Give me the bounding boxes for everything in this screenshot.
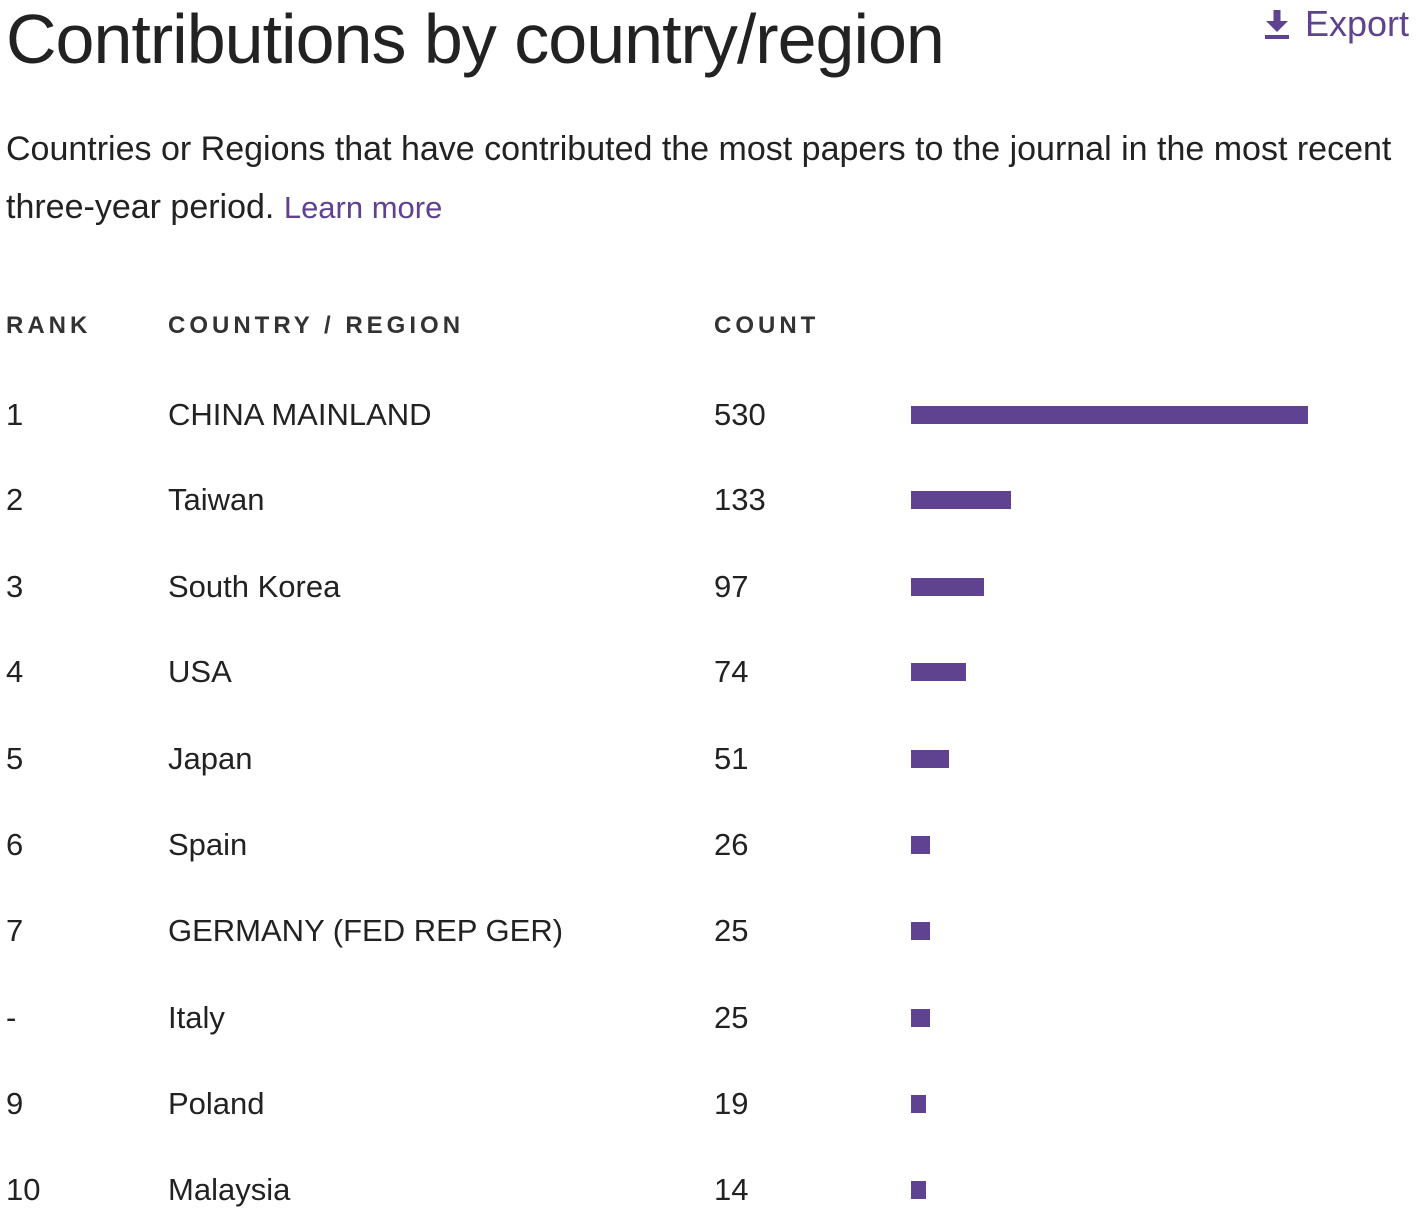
count-bar: [911, 1009, 930, 1027]
count-bar: [911, 750, 949, 768]
rank-cell: -: [6, 1000, 17, 1035]
count-cell: 19: [714, 1086, 749, 1121]
count-cell: 26: [714, 827, 749, 862]
table-row: 7 GERMANY (FED REP GER) 25: [0, 901, 1417, 961]
count-bar: [911, 1181, 926, 1199]
country-cell: Taiwan: [168, 482, 265, 517]
table-row: 3 South Korea 97: [0, 557, 1417, 617]
description-text: Countries or Regions that have contribut…: [6, 130, 1392, 226]
country-cell: USA: [168, 654, 232, 689]
count-bar: [911, 922, 930, 940]
table-row: 1 CHINA MAINLAND 530: [0, 385, 1417, 445]
download-icon: [1263, 8, 1291, 40]
export-button[interactable]: Export: [1263, 4, 1409, 44]
table-row: - Italy 25: [0, 988, 1417, 1048]
rank-cell: 7: [6, 913, 24, 948]
rank-cell: 3: [6, 569, 24, 604]
count-bar: [911, 491, 1011, 509]
rank-cell: 4: [6, 654, 24, 689]
count-cell: 25: [714, 913, 749, 948]
count-bar: [911, 406, 1308, 424]
column-header-country: COUNTRY / REGION: [168, 312, 465, 339]
count-bar: [911, 578, 984, 596]
country-cell: CHINA MAINLAND: [168, 397, 432, 432]
table-row: 9 Poland 19: [0, 1074, 1417, 1134]
country-cell: Malaysia: [168, 1172, 291, 1207]
country-cell: GERMANY (FED REP GER): [168, 913, 564, 948]
rank-cell: 2: [6, 482, 24, 517]
count-cell: 133: [714, 482, 766, 517]
rank-cell: 9: [6, 1086, 24, 1121]
count-cell: 530: [714, 397, 766, 432]
table-row: 4 USA 74: [0, 642, 1417, 702]
column-header-count: COUNT: [714, 312, 820, 339]
learn-more-link[interactable]: Learn more: [283, 190, 443, 225]
column-header-rank: RANK: [6, 312, 92, 339]
country-cell: Italy: [168, 1000, 225, 1035]
country-cell: Spain: [168, 827, 248, 862]
page-title: Contributions by country/region: [6, 0, 945, 78]
rank-cell: 10: [6, 1172, 41, 1207]
count-cell: 14: [714, 1172, 749, 1207]
count-cell: 97: [714, 569, 749, 604]
table-row: 10 Malaysia 14: [0, 1160, 1417, 1220]
count-cell: 51: [714, 741, 749, 776]
count-bar: [911, 1095, 926, 1113]
country-cell: Poland: [168, 1086, 265, 1121]
table-row: 5 Japan 51: [0, 729, 1417, 789]
rank-cell: 1: [6, 397, 24, 432]
country-cell: South Korea: [168, 569, 341, 604]
count-cell: 74: [714, 654, 749, 689]
table-row: 2 Taiwan 133: [0, 470, 1417, 530]
count-bar: [911, 663, 966, 681]
country-cell: Japan: [168, 741, 253, 776]
export-label: Export: [1304, 3, 1409, 44]
rank-cell: 5: [6, 741, 24, 776]
description: Countries or Regions that have contribut…: [6, 120, 1411, 237]
table-row: 6 Spain 26: [0, 815, 1417, 875]
count-cell: 25: [714, 1000, 749, 1035]
count-bar: [911, 836, 930, 854]
rank-cell: 6: [6, 827, 24, 862]
